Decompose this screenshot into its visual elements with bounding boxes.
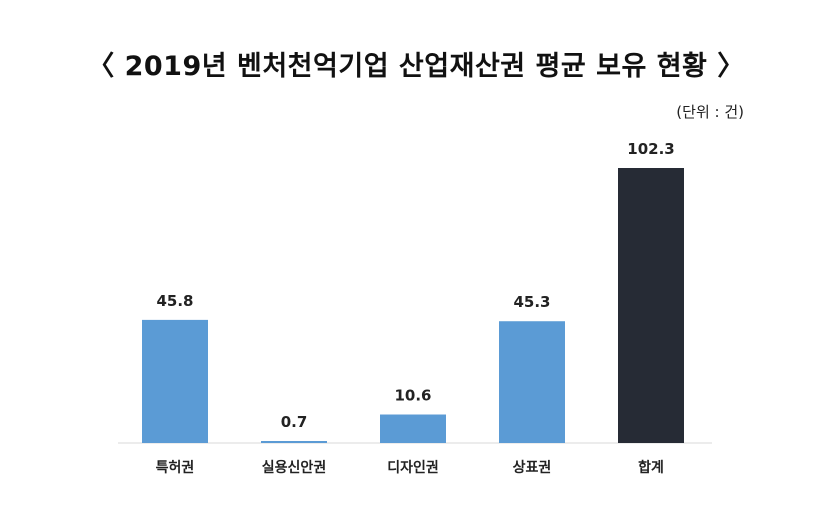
bar-value-label: 45.3 (513, 293, 550, 311)
bar-5 (618, 168, 684, 443)
bar-4 (499, 321, 565, 443)
category-label: 디자인권 (387, 459, 439, 476)
bar-2 (261, 441, 327, 443)
bar-1 (142, 319, 208, 443)
bar-value-label: 45.8 (156, 292, 193, 310)
bar-value-label: 10.6 (394, 387, 431, 405)
unit-label: (단위 : 건) (676, 103, 744, 121)
category-label: 상표권 (513, 460, 552, 476)
bar-value-label: 0.7 (281, 413, 308, 431)
category-label: 합계 (638, 459, 664, 476)
category-label: 특허권 (156, 459, 195, 476)
bar-value-label: 102.3 (627, 140, 674, 158)
category-label: 실용신안권 (262, 459, 326, 476)
bar-3 (380, 414, 446, 443)
chart-title: 〈 2019년 벤처천억기업 산업재산권 평균 보유 현황 〉 (87, 51, 745, 82)
